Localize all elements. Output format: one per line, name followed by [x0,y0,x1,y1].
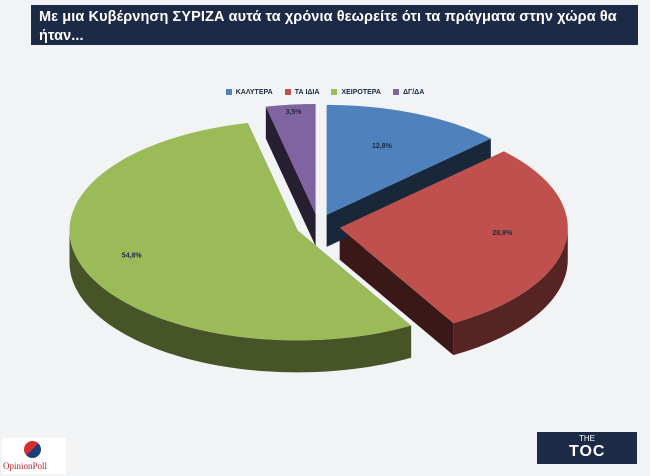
thetoc-logo: THE TOC [537,432,637,464]
pie-side-ta-idia [453,227,568,356]
pie-side-xeirotera [69,230,412,373]
legend-label-dg-da: ΔΓ/ΔΑ [402,88,425,96]
pie-cut-dg-da-0 [265,106,316,246]
thetoc-logo-small: THE [579,434,595,443]
legend-swatch-kalytera [225,89,232,95]
legend-label-kalytera: ΚΑΛΥΤΕΡΑ [235,88,273,96]
data-label-xeirotera: 54,8% [122,252,143,259]
data-label-kalytera: 12,8% [372,143,393,150]
pie-slice-kalytera [326,104,491,215]
legend-item-xeirotera: ΧΕΙΡΟΤΕΡΑ [331,89,381,96]
chart-title: Με μια Κυβέρνηση ΣΥΡΙΖΑ αυτά τα χρόνια θ… [39,9,617,44]
data-label-dg-da: 3,5% [286,109,303,116]
pie-slice-xeirotera [69,123,412,341]
title-bar: Με μια Κυβέρνηση ΣΥΡΙΖΑ αυτά τα χρόνια θ… [31,5,638,45]
pie-slice-ta-idia [339,151,568,324]
legend-label-ta-idia: ΤΑ ΙΔΙΑ [294,88,320,96]
chart-legend: ΚΑΛΥΤΕΡΑ ΤΑ ΙΔΙΑ ΧΕΙΡΟΤΕΡΑ ΔΓ/ΔΑ [0,86,650,98]
legend-swatch-ta-idia [284,89,291,95]
thetoc-logo-big: TOC [569,443,606,460]
pie-cut-ta-idia-1 [339,227,454,356]
data-label-ta-idia: 28,9% [492,230,513,237]
pie-slice-dg-da [265,103,316,214]
legend-item-ta-idia: ΤΑ ΙΔΙΑ [284,88,320,96]
legend-label-xeirotera: ΧΕΙΡΟΤΕΡΑ [341,88,381,96]
opinionpoll-logo-text: OpinionPoll [3,461,48,471]
legend-swatch-xeirotera [331,89,338,95]
opinionpoll-logo-icon [24,441,41,458]
opinionpoll-logo: OpinionPoll [2,438,66,474]
legend-item-kalytera: ΚΑΛΥΤΕΡΑ [225,88,273,96]
legend-item-dg-da: ΔΓ/ΔΑ [392,88,425,96]
legend-swatch-dg-da [392,89,399,95]
